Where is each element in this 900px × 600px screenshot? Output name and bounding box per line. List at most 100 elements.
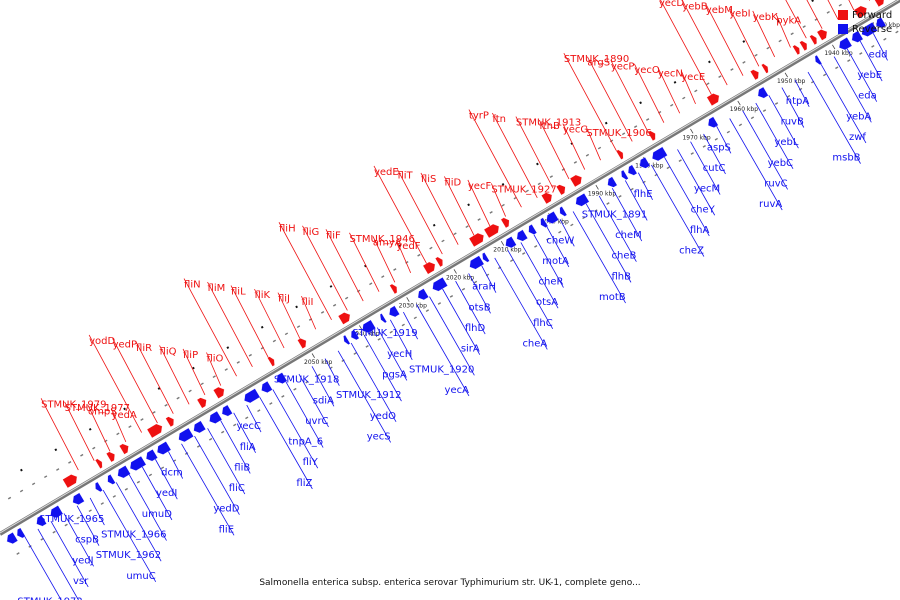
forward-gene-label: fliS bbox=[421, 174, 436, 185]
reverse-leader bbox=[585, 203, 632, 283]
track-dash-lower bbox=[549, 175, 553, 179]
forward-gene-label: yedA bbox=[112, 410, 137, 421]
rna-mark bbox=[742, 40, 746, 43]
rna-mark bbox=[260, 325, 264, 329]
track-dash-lower bbox=[393, 268, 397, 271]
forward-gene-label: amyA bbox=[373, 237, 402, 248]
forward-leader bbox=[88, 334, 143, 433]
forward-leader bbox=[372, 236, 396, 283]
reverse-gene bbox=[350, 329, 360, 341]
reverse-gene-label: STMUK_1962 bbox=[96, 550, 161, 561]
reverse-gene bbox=[117, 465, 131, 479]
forward-gene-label: yecF bbox=[468, 181, 492, 192]
reverse-leader bbox=[141, 466, 173, 521]
track-dash-upper bbox=[473, 280, 478, 284]
tick-label: 1940 kbp bbox=[824, 50, 852, 57]
track-dash-lower bbox=[501, 203, 505, 207]
reverse-leader bbox=[76, 505, 100, 546]
reverse-leader bbox=[442, 288, 481, 355]
forward-gene-label: yebI bbox=[729, 8, 750, 19]
reverse-leader bbox=[768, 95, 799, 149]
reverse-leader bbox=[872, 33, 888, 61]
reverse-gene-label: fliB bbox=[234, 462, 250, 473]
reverse-leader bbox=[63, 513, 94, 567]
reverse-leader bbox=[807, 71, 861, 164]
track-dash-lower bbox=[128, 425, 132, 429]
forward-leader bbox=[586, 56, 633, 142]
reverse-gene-label: STMUK_1912 bbox=[336, 390, 401, 401]
track-dash-upper bbox=[353, 352, 357, 355]
reverse-gene bbox=[838, 36, 853, 51]
forward-leader bbox=[585, 126, 601, 161]
forward-leader bbox=[397, 169, 443, 255]
caption: Salmonella enterica subsp. enterica sero… bbox=[259, 578, 641, 588]
track-dash-upper bbox=[883, 37, 887, 41]
reverse-gene bbox=[540, 217, 549, 228]
reverse-leader bbox=[181, 443, 235, 536]
reverse-gene-label: cheA bbox=[522, 338, 547, 349]
track-dash-lower bbox=[477, 218, 481, 221]
reverse-gene bbox=[482, 252, 490, 263]
forward-gene-label: STMUK_1977 bbox=[65, 403, 130, 414]
forward-leader bbox=[325, 229, 364, 302]
reverse-leader bbox=[755, 102, 794, 169]
forward-leader bbox=[660, 0, 712, 95]
reverse-leader bbox=[155, 459, 178, 500]
track-dash-upper bbox=[437, 302, 442, 305]
forward-leader bbox=[278, 222, 332, 321]
reverse-gene bbox=[851, 30, 864, 43]
forward-leader bbox=[657, 67, 681, 114]
track-dash-upper bbox=[738, 123, 743, 127]
tick-mark bbox=[737, 100, 741, 106]
forward-leader bbox=[515, 116, 554, 189]
track-dash-upper bbox=[76, 516, 80, 520]
reverse-gene-label: yedI bbox=[156, 488, 177, 499]
forward-leader bbox=[848, 0, 855, 11]
track-dash-upper bbox=[52, 530, 56, 534]
track-dash-lower bbox=[296, 325, 301, 329]
track-dash-upper bbox=[208, 437, 213, 441]
tick-label: 2020 kbp bbox=[446, 275, 474, 282]
reverse-gene-label: STMUK_1918 bbox=[274, 375, 339, 386]
reverse-gene-label: cheR bbox=[539, 277, 564, 288]
forward-swatch bbox=[838, 10, 848, 20]
forward-leader bbox=[827, 0, 839, 20]
reverse-gene bbox=[627, 164, 638, 176]
forward-leader bbox=[680, 70, 696, 105]
forward-gene-label: yedP bbox=[113, 339, 137, 350]
reverse-gene-label: cheB bbox=[612, 251, 637, 262]
reverse-gene bbox=[16, 527, 26, 539]
tick-label: 1990 kbp bbox=[588, 190, 616, 197]
reverse-gene bbox=[193, 420, 207, 434]
track-dash-upper bbox=[40, 537, 44, 541]
reverse-gene-label: aspS bbox=[707, 142, 731, 153]
backbone-highlight bbox=[0, 0, 900, 534]
rna-mark bbox=[639, 101, 642, 105]
forward-leader bbox=[633, 63, 665, 123]
forward-leader bbox=[349, 232, 380, 292]
forward-leader bbox=[230, 285, 269, 358]
forward-gene bbox=[165, 416, 175, 428]
track-dash-upper bbox=[64, 523, 68, 527]
forward-gene-label: yecD bbox=[659, 0, 685, 9]
reverse-gene bbox=[651, 146, 668, 162]
reverse-leader bbox=[481, 265, 497, 293]
track-dash-upper bbox=[534, 245, 538, 248]
track-dash-lower bbox=[465, 225, 469, 229]
track-dash-lower bbox=[682, 96, 686, 100]
forward-leader bbox=[159, 345, 190, 405]
forward-gene-label: fliI bbox=[301, 297, 313, 308]
reverse-gene-label: umuC bbox=[126, 571, 155, 582]
reverse-leader bbox=[677, 149, 716, 216]
tick-mark bbox=[832, 44, 836, 50]
legend-reverse: Reverse bbox=[838, 22, 892, 36]
track-dash-upper bbox=[859, 52, 863, 55]
reverse-leader bbox=[324, 358, 340, 386]
track-dash-upper bbox=[762, 109, 767, 113]
reverse-gene bbox=[261, 380, 273, 394]
forward-gene-label: tyrP bbox=[469, 111, 489, 122]
reverse-swatch bbox=[838, 24, 848, 34]
track-dash-upper bbox=[714, 137, 718, 141]
track-dash-lower bbox=[838, 3, 842, 7]
reverse-leader bbox=[820, 64, 867, 144]
